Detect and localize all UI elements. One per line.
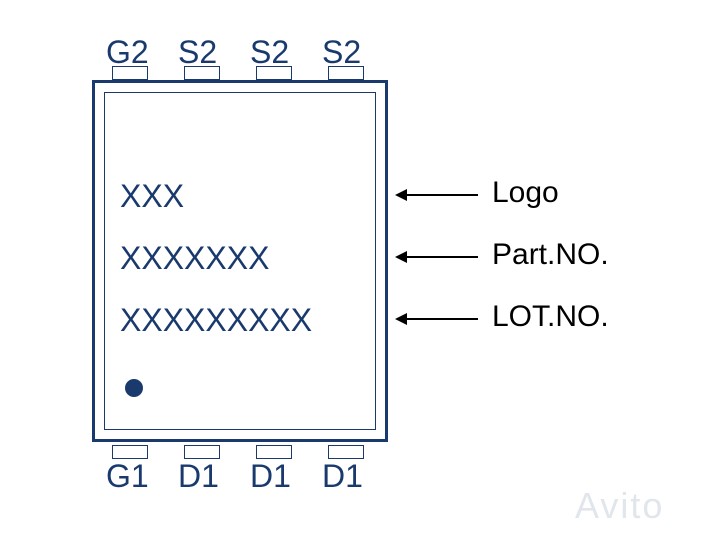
diagram-container: { "colors": { "stroke": "#1a3a6e", "text…	[0, 0, 719, 540]
pin-bottom-0	[112, 445, 148, 459]
arrow-line-2	[405, 318, 478, 320]
pin-bottom-1	[184, 445, 220, 459]
pin-label-top-1: S2	[178, 34, 217, 71]
annotation-lotno: LOT.NO.	[492, 300, 609, 334]
arrow-head-0	[395, 189, 407, 201]
pin1-dot	[125, 379, 143, 397]
marking-partno: XXXXXXX	[120, 240, 269, 277]
marking-logo: XXX	[120, 178, 184, 215]
annotation-logo: Logo	[492, 176, 559, 210]
arrow-head-2	[395, 313, 407, 325]
arrow-line-0	[405, 194, 478, 196]
marking-lotno: XXXXXXXXX	[120, 302, 312, 339]
pin-label-bottom-3: D1	[322, 458, 363, 495]
arrow-line-1	[405, 256, 478, 258]
watermark: Avito	[575, 485, 664, 527]
pin-label-top-0: G2	[106, 34, 149, 71]
pin-label-bottom-1: D1	[178, 458, 219, 495]
arrow-head-1	[395, 251, 407, 263]
pin-label-top-2: S2	[250, 34, 289, 71]
pin-label-bottom-2: D1	[250, 458, 291, 495]
pin-bottom-2	[256, 445, 292, 459]
pin-bottom-3	[328, 445, 364, 459]
pin-label-bottom-0: G1	[106, 458, 149, 495]
pin-label-top-3: S2	[322, 34, 361, 71]
annotation-partno: Part.NO.	[492, 238, 609, 272]
